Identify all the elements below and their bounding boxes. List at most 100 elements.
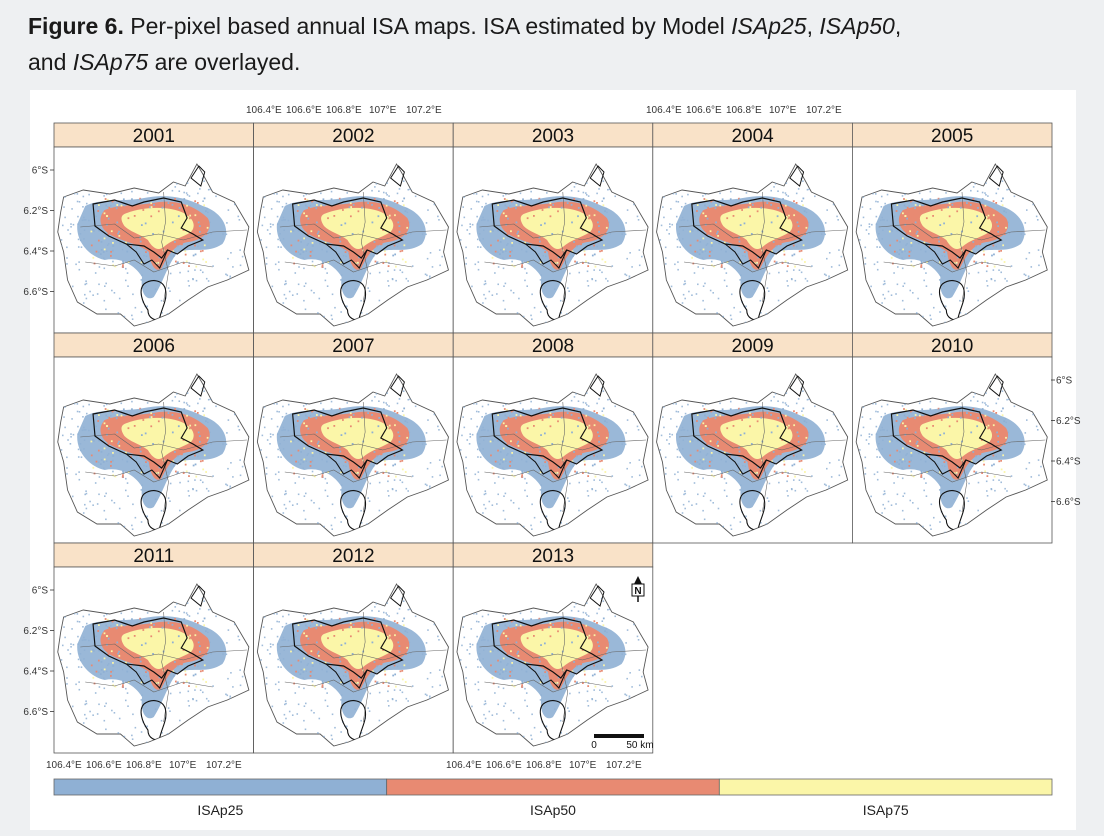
legend-item-isap75: ISAp75: [718, 778, 1053, 818]
lat-axis: 6°S 6.2°S 6.4°S 6.6°S: [23, 166, 54, 298]
caption-model-3: ISAp75: [72, 49, 149, 75]
lon-tick-label: 106.4°E: [446, 760, 482, 771]
lon-tick-label: 107°E: [769, 105, 797, 116]
caption-model-2: ISAp50: [819, 13, 895, 39]
lat-tick-label: 6.4°S: [23, 247, 48, 258]
panel-year-label: 2013: [532, 546, 574, 567]
map-panel-2007: 2007: [253, 332, 454, 544]
panel-year-label: 2008: [532, 336, 574, 357]
legend-label: ISAp50: [530, 802, 576, 818]
lon-tick-label: 106.4°E: [246, 105, 282, 116]
legend-label: ISAp25: [197, 802, 243, 818]
panel-strip: [53, 332, 255, 358]
lon-tick-label: 106.6°E: [686, 105, 722, 116]
scale-bar-start: 0: [591, 740, 597, 751]
lat-tick-label: 6.6°S: [23, 707, 48, 718]
legend-item-isap50: ISAp50: [386, 778, 720, 818]
lat-tick-label: 6.6°S: [1056, 497, 1081, 508]
lat-tick-label: 6.4°S: [23, 667, 48, 678]
map-panel-2006: 2006: [53, 332, 255, 544]
panel-strip: [452, 542, 654, 568]
caption-text-b: and: [28, 49, 73, 75]
lon-axis: 106.4°E 106.6°E 106.8°E 107°E 107.2°E: [446, 760, 642, 771]
lat-axis: 6°S 6.2°S 6.4°S 6.6°S: [1051, 376, 1081, 508]
lon-tick-label: 106.6°E: [486, 760, 522, 771]
lat-tick-label: 6.2°S: [23, 206, 48, 217]
panel-strip: [852, 332, 1053, 358]
panel-strip: [53, 542, 255, 568]
panel-strip: [652, 122, 853, 148]
scale-bar-end: 50 km: [626, 740, 653, 751]
caption-sep-1: ,: [806, 13, 820, 39]
panel-year-label: 2002: [332, 126, 374, 147]
panel-strip: [652, 332, 853, 358]
lon-tick-label: 106.6°E: [286, 105, 322, 116]
map-panel-2003: 2003: [452, 122, 654, 334]
lat-axis: 6°S 6.2°S 6.4°S 6.6°S: [23, 586, 54, 718]
caption-text-c: are overlayed.: [148, 49, 301, 75]
map-panel-2002: 2002: [253, 122, 454, 334]
panel-year-label: 2005: [931, 126, 973, 147]
lon-tick-label: 106.4°E: [646, 105, 682, 116]
figure-label: Figure 6.: [28, 13, 124, 39]
lon-tick-label: 107.2°E: [806, 105, 842, 116]
panel-year-label: 2001: [133, 126, 175, 147]
panel-year-label: 2007: [332, 336, 374, 357]
map-panel-2010: 2010: [852, 332, 1053, 544]
map-panel-2008: 2008: [452, 332, 654, 544]
caption-text-a: Per-pixel based annual ISA maps. ISA est…: [123, 13, 732, 39]
lon-tick-label: 107°E: [369, 105, 397, 116]
lat-tick-label: 6°S: [32, 586, 49, 597]
lon-tick-label: 107.2°E: [206, 760, 242, 771]
panel-year-label: 2004: [731, 126, 774, 147]
legend-swatch: [718, 778, 1053, 796]
lon-tick-label: 106.4°E: [46, 760, 82, 771]
lat-tick-label: 6.2°S: [1056, 416, 1081, 427]
panel-year-label: 2009: [731, 336, 773, 357]
lon-tick-label: 106.8°E: [326, 105, 362, 116]
legend-swatch: [53, 778, 388, 796]
panel-year-label: 2012: [332, 546, 374, 567]
map-panel-2012: 2012: [253, 542, 454, 754]
map-panel-2009: 2009: [652, 332, 853, 544]
lat-tick-label: 6.2°S: [23, 626, 48, 637]
scale-bar: 0 50 km: [591, 734, 654, 751]
map-panel-2005: 2005: [852, 122, 1053, 334]
caption-model-1: ISAp25: [731, 13, 807, 39]
panel-year-label: 2003: [532, 126, 574, 147]
lat-tick-label: 6.6°S: [23, 287, 48, 298]
lon-tick-label: 106.8°E: [726, 105, 762, 116]
lon-tick-label: 107.2°E: [606, 760, 642, 771]
panel-strip: [253, 332, 454, 358]
legend-item-isap25: ISAp25: [53, 778, 388, 818]
panel-year-label: 2006: [133, 336, 175, 357]
lon-tick-label: 106.8°E: [126, 760, 162, 771]
panel-strip: [253, 122, 454, 148]
panel-year-label: 2011: [133, 546, 174, 567]
figure-caption: Figure 6. Per-pixel based annual ISA map…: [28, 8, 1088, 80]
panel-strip: [452, 122, 654, 148]
north-arrow-icon: N: [631, 576, 645, 602]
lon-tick-label: 106.8°E: [526, 760, 562, 771]
lat-tick-label: 6°S: [1056, 376, 1073, 387]
map-panel-2004: 2004: [652, 122, 853, 334]
lat-tick-label: 6°S: [32, 166, 49, 177]
lon-tick-label: 106.6°E: [86, 760, 122, 771]
map-panel-2011: 2011: [53, 542, 255, 754]
lon-tick-label: 107.2°E: [406, 105, 442, 116]
map-panel-2001: 2001: [53, 122, 255, 334]
panel-strip: [852, 122, 1053, 148]
lon-axis: 106.4°E 106.6°E 106.8°E 107°E 107.2°E: [646, 105, 842, 116]
panel-year-label: 2010: [931, 336, 973, 357]
legend-label: ISAp75: [863, 802, 909, 818]
map-panel-2013: 2013: [452, 542, 654, 754]
lat-tick-label: 6.4°S: [1056, 457, 1081, 468]
lon-axis: 106.4°E 106.6°E 106.8°E 107°E 107.2°E: [246, 105, 442, 116]
lon-axis: 106.4°E 106.6°E 106.8°E 107°E 107.2°E: [46, 760, 242, 771]
lon-tick-label: 107°E: [569, 760, 597, 771]
legend-swatch: [386, 778, 720, 796]
lon-tick-label: 107°E: [169, 760, 197, 771]
north-arrow-label: N: [634, 586, 641, 597]
caption-sep-2: ,: [894, 13, 902, 39]
